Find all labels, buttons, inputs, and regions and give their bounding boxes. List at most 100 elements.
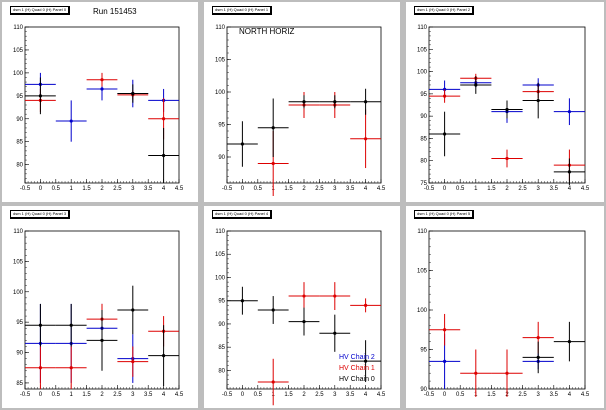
x-tick-label: 0 <box>39 392 43 398</box>
x-tick-label: 0.5 <box>254 392 263 398</box>
x-tick-label: 1.5 <box>487 186 496 192</box>
data-point <box>333 294 337 298</box>
panel-title: dsm 1 (H) Quad 0 (H) Panel 0 <box>10 6 71 15</box>
y-tick-label: 80 <box>16 163 23 169</box>
x-tick-label: 1 <box>474 186 478 192</box>
y-tick-label: 90 <box>16 351 23 357</box>
data-point <box>240 142 244 146</box>
y-tick-label: 95 <box>16 94 23 100</box>
data-point <box>302 294 306 298</box>
data-point <box>333 100 337 104</box>
x-tick-label: 1.5 <box>487 392 496 398</box>
y-tick-label: 85 <box>16 381 23 387</box>
data-point <box>69 119 73 123</box>
y-tick-label: 105 <box>13 48 24 54</box>
x-tick-label: 3 <box>537 186 541 192</box>
axes: -0.500.511.522.533.544.58085909510010511… <box>215 229 386 398</box>
data-point <box>162 353 166 358</box>
data-point <box>131 91 135 96</box>
x-tick-label: 2.5 <box>315 186 324 192</box>
chart-panel: -0.500.511.522.533.544.58085909510010511… <box>204 206 400 408</box>
data-point <box>505 371 509 375</box>
panel-title: dsm 1 (H) Quad 0 (H) Panel 5 <box>414 210 475 219</box>
y-tick-label: 90 <box>218 155 225 161</box>
x-tick-label: 4 <box>568 186 572 192</box>
data-point <box>536 355 540 359</box>
x-tick-label: -0.5 <box>222 186 233 192</box>
data-point <box>162 153 166 158</box>
data-point <box>567 340 571 344</box>
x-tick-label: 0.5 <box>254 186 263 192</box>
data-point <box>567 170 571 174</box>
y-tick-label: 90 <box>16 117 23 123</box>
x-tick-label: 2 <box>100 392 104 398</box>
data-series <box>25 77 179 183</box>
data-point <box>69 323 73 327</box>
x-tick-label: 1 <box>70 392 74 398</box>
data-point <box>364 137 368 141</box>
axes: -0.5 0 0.5 1 1.5 2 2.5 3 3.5 4 4.5 75 80 85 90 95 100 105… <box>417 25 590 192</box>
data-point <box>100 78 104 82</box>
data-series <box>429 313 554 397</box>
data-series <box>25 72 179 140</box>
x-tick-label: 0.5 <box>52 392 61 398</box>
chart-svg: -0.500.511.522.533.544.59095100105110NOR… <box>215 25 386 196</box>
x-tick-label: 2.5 <box>518 186 527 192</box>
data-point <box>364 359 368 363</box>
x-tick-label: 1.5 <box>82 186 91 192</box>
x-tick-label: 3.5 <box>346 186 355 192</box>
chart-panel: -0.5 0 0.5 1 1.5 2 2.5 3 3.5 4 4.5 75 80 85 90 95 100 105… <box>406 2 604 202</box>
panel-title: dsm 1 (H) Quad 0 (H) Panel 3 <box>10 210 71 219</box>
data-point <box>474 83 478 87</box>
x-tick-label: 3.5 <box>144 392 153 398</box>
y-tick-label: 100 <box>13 71 24 77</box>
data-point <box>505 156 509 161</box>
data-series <box>522 321 585 374</box>
y-tick-label: 80 <box>420 159 427 165</box>
x-tick-label: -0.5 <box>20 186 31 192</box>
data-point <box>38 323 43 327</box>
y-tick-label: 110 <box>215 229 225 235</box>
y-tick-label: 110 <box>13 229 23 235</box>
x-tick-label: 2.5 <box>113 392 122 398</box>
x-tick-label: 2 <box>302 392 306 398</box>
y-tick-label: 100 <box>417 308 428 314</box>
data-point <box>131 360 135 364</box>
y-tick-label: 90 <box>420 387 427 393</box>
x-tick-label: 4.5 <box>377 392 386 398</box>
x-tick-label: 1 <box>70 186 74 192</box>
data-series <box>429 76 585 186</box>
y-tick-label: 90 <box>420 114 427 120</box>
data-series <box>25 285 179 386</box>
chart-svg: -0.5 0 0.5 1 1.5 2 2.5 3 3.5 4 4.5 85 90 95 100 105 110 <box>13 229 184 398</box>
x-tick-label: 3 <box>131 392 135 398</box>
x-tick-label: 4.5 <box>377 186 386 192</box>
chart-svg: -0.5 0 0.5 1 1.5 2 2.5 3 3.5 4 4.5 75 80 85 90 95 100 105… <box>417 25 590 192</box>
x-tick-label: 4 <box>162 186 166 192</box>
x-tick-label: 1.5 <box>284 186 293 192</box>
data-point <box>302 100 306 104</box>
chart-svg: -0.500.511.522.533.544.58085909510010511… <box>215 229 386 406</box>
data-point <box>474 371 478 375</box>
y-tick-label: 100 <box>417 70 428 76</box>
x-tick-label: 3 <box>537 392 541 398</box>
y-tick-label: 110 <box>417 229 427 235</box>
x-tick-label: 4.5 <box>581 392 590 398</box>
data-point <box>333 331 337 335</box>
x-tick-label: -0.5 <box>424 186 435 192</box>
x-tick-label: 2.5 <box>113 186 122 192</box>
data-series <box>227 88 381 167</box>
x-tick-label: 1.5 <box>284 392 293 398</box>
x-tick-label: 4 <box>364 392 368 398</box>
y-tick-label: 110 <box>13 25 23 31</box>
plot-frame <box>24 26 180 184</box>
panel-title: dsm 1 (H) Quad 0 (H) Panel 1 <box>212 6 273 15</box>
legend-entry: HV Chain 1 <box>339 365 375 372</box>
data-point <box>162 117 166 121</box>
x-tick-label: 0.5 <box>52 186 61 192</box>
data-point <box>69 366 73 370</box>
x-tick-label: 2 <box>302 186 306 192</box>
